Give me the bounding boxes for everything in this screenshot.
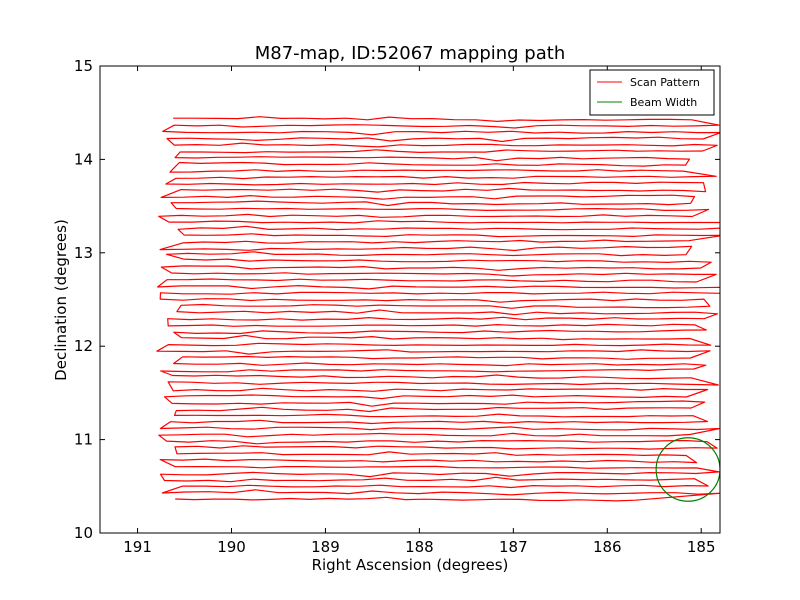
chart-title: M87-map, ID:52067 mapping path <box>255 43 565 64</box>
y-tick-label: 13 <box>74 244 93 262</box>
plot-data-layer <box>156 116 720 502</box>
y-axis-label: Declination (degrees) <box>52 219 70 381</box>
y-tick-label: 10 <box>74 524 93 542</box>
x-tick-label: 187 <box>499 538 528 556</box>
x-tick-label: 190 <box>217 538 246 556</box>
x-tick-label: 188 <box>405 538 434 556</box>
y-tick-label: 11 <box>74 431 93 449</box>
x-tick-label: 189 <box>311 538 340 556</box>
plot-frame <box>99 65 721 534</box>
scan-pattern-line <box>156 116 720 502</box>
x-tick-label: 185 <box>687 538 716 556</box>
x-axis-label: Right Ascension (degrees) <box>312 556 509 574</box>
legend-box <box>589 69 715 116</box>
legend-label-scan-pattern: Scan Pattern <box>630 76 700 89</box>
beam-width-circle <box>655 437 720 502</box>
y-tick-label: 15 <box>74 57 93 75</box>
axis-ticks: 191 190 189 188 187 186 185 10 11 12 13 14 15 <box>74 57 720 556</box>
x-tick-label: 186 <box>593 538 622 556</box>
legend-label-beam-width: Beam Width <box>630 96 697 109</box>
x-tick-label: 191 <box>123 538 152 556</box>
legend: Scan Pattern Beam Width <box>589 69 715 116</box>
y-tick-label: 14 <box>74 150 93 168</box>
y-tick-label: 12 <box>74 337 93 355</box>
